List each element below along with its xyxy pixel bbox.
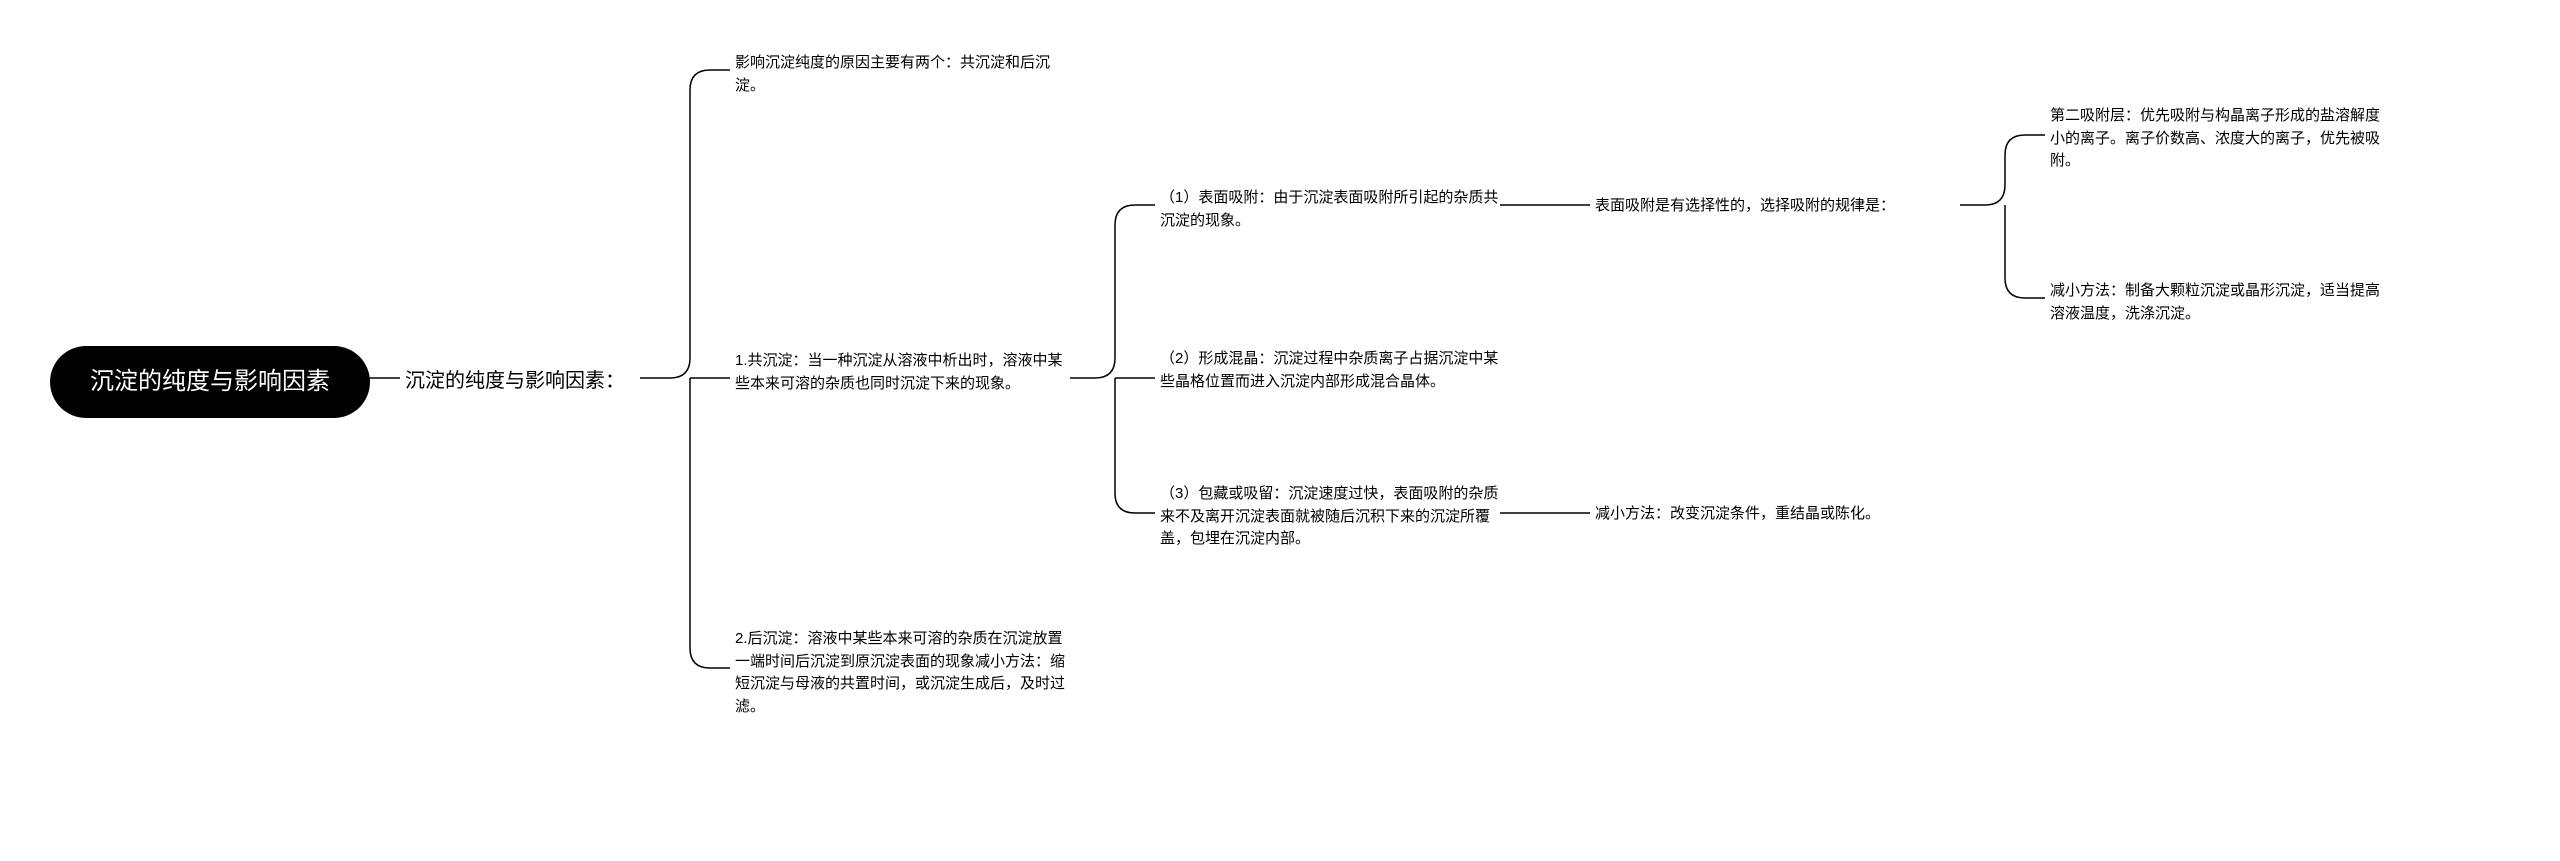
level5-occlusion-reduce-text: 减小方法：改变沉淀条件，重结晶或陈化。	[1595, 505, 1880, 522]
level4-adsorption-text: （1）表面吸附：由于沉淀表面吸附所引起的杂质共沉淀的现象。	[1160, 189, 1498, 229]
level3-postprecip[interactable]: 2.后沉淀：溶液中某些本来可溶的杂质在沉淀放置一端时间后沉淀到原沉淀表面的现象减…	[735, 628, 1075, 718]
level4-mixedcrystal-text: （2）形成混晶：沉淀过程中杂质离子占据沉淀中某些晶格位置而进入沉淀内部形成混合晶…	[1160, 350, 1498, 390]
level3-coprecip-text: 1.共沉淀：当一种沉淀从溶液中析出时，溶液中某些本来可溶的杂质也同时沉淀下来的现…	[735, 352, 1063, 392]
level3-postprecip-text: 2.后沉淀：溶液中某些本来可溶的杂质在沉淀放置一端时间后沉淀到原沉淀表面的现象减…	[735, 630, 1065, 715]
root-label: 沉淀的纯度与影响因素	[90, 368, 330, 395]
level4-occlusion[interactable]: （3）包藏或吸留：沉淀速度过快，表面吸附的杂质来不及离开沉淀表面就被随后沉积下来…	[1160, 483, 1500, 551]
level3-coprecip[interactable]: 1.共沉淀：当一种沉淀从溶液中析出时，溶液中某些本来可溶的杂质也同时沉淀下来的现…	[735, 350, 1075, 395]
level3-intro-text: 影响沉淀纯度的原因主要有两个：共沉淀和后沉淀。	[735, 54, 1050, 94]
level4-occlusion-text: （3）包藏或吸留：沉淀速度过快，表面吸附的杂质来不及离开沉淀表面就被随后沉积下来…	[1160, 485, 1498, 547]
level4-mixedcrystal[interactable]: （2）形成混晶：沉淀过程中杂质离子占据沉淀中某些晶格位置而进入沉淀内部形成混合晶…	[1160, 348, 1500, 393]
level4-adsorption[interactable]: （1）表面吸附：由于沉淀表面吸附所引起的杂质共沉淀的现象。	[1160, 187, 1500, 232]
level6-reduce-method[interactable]: 减小方法：制备大颗粒沉淀或晶形沉淀，适当提高溶液温度，洗涤沉淀。	[2050, 280, 2390, 325]
root-node[interactable]: 沉淀的纯度与影响因素	[50, 346, 370, 418]
level3-intro[interactable]: 影响沉淀纯度的原因主要有两个：共沉淀和后沉淀。	[735, 52, 1075, 97]
level6-second-layer-text: 第二吸附层：优先吸附与构晶离子形成的盐溶解度小的离子。离子价数高、浓度大的离子，…	[2050, 107, 2380, 169]
level2-node[interactable]: 沉淀的纯度与影响因素：	[405, 366, 625, 396]
level2-label: 沉淀的纯度与影响因素：	[405, 370, 625, 392]
level5-selective-text: 表面吸附是有选择性的，选择吸附的规律是：	[1595, 197, 1895, 214]
level5-selective[interactable]: 表面吸附是有选择性的，选择吸附的规律是：	[1595, 195, 1895, 218]
level5-occlusion-reduce[interactable]: 减小方法：改变沉淀条件，重结晶或陈化。	[1595, 503, 1880, 526]
level6-second-layer[interactable]: 第二吸附层：优先吸附与构晶离子形成的盐溶解度小的离子。离子价数高、浓度大的离子，…	[2050, 105, 2390, 173]
level6-reduce-method-text: 减小方法：制备大颗粒沉淀或晶形沉淀，适当提高溶液温度，洗涤沉淀。	[2050, 282, 2380, 322]
